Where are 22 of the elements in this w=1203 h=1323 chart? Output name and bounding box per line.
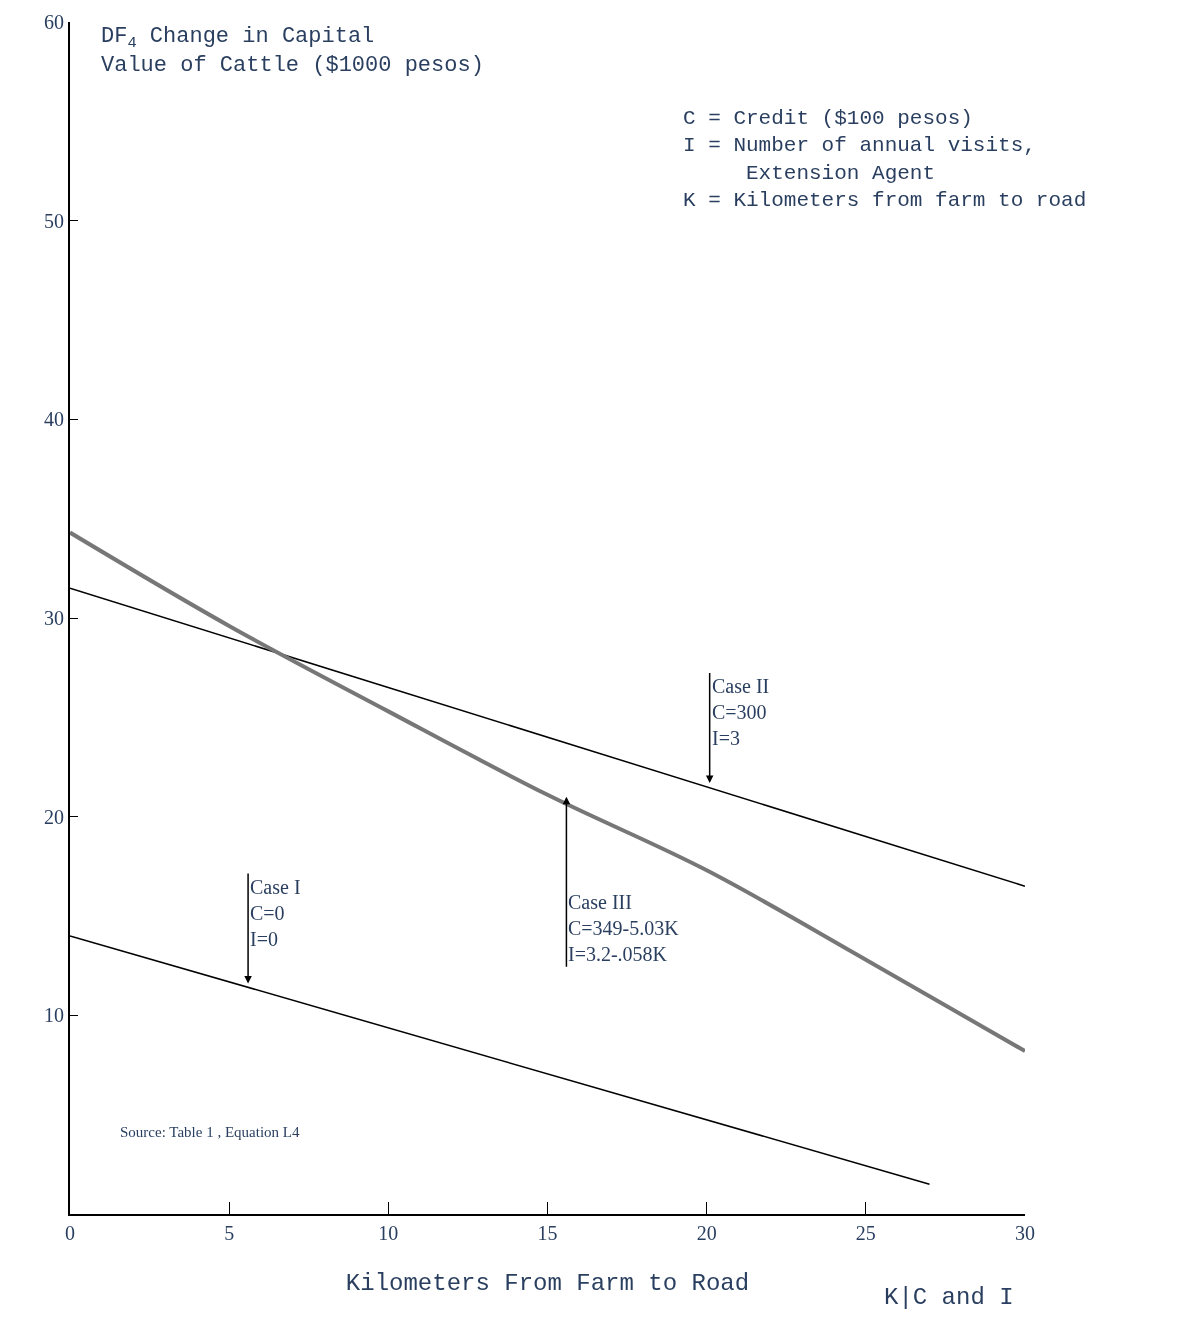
line-series <box>70 530 1025 1054</box>
y-tick-label: 30 <box>44 607 64 629</box>
annotation: C = Credit ($100 pesos) I = Number of annual visits, Extension Agent K = Kilometers from farm to road <box>683 107 1087 212</box>
x-tick-label: 10 <box>378 1222 399 1244</box>
x-axis-title: Kilometers From Farm to Road <box>345 1269 750 1297</box>
y-axis-title: DF$_{4}$ Change in Capital Value of Cattle ($1000 pesos) <box>101 24 484 78</box>
x-tick-label: 5 <box>224 1222 235 1244</box>
x-tick-label: 30 <box>1015 1222 1035 1244</box>
y-tick-label: 20 <box>44 805 64 828</box>
annotation: Case III C=349-5.03K I=3.2-.058K <box>568 891 680 965</box>
annotation: Source: Table 1 , Equation L4 <box>120 1124 300 1140</box>
text: K|C and I <box>884 1284 1014 1311</box>
x-tick-label: 15 <box>537 1222 558 1244</box>
x-tick-label: 20 <box>696 1222 717 1244</box>
y-tick-label: 40 <box>44 408 64 431</box>
y-tick-label: 10 <box>44 1004 64 1027</box>
annotation: Case II C=300 I=3 <box>712 675 770 749</box>
x-tick-label: 0 <box>65 1222 75 1244</box>
x-tick-label: 25 <box>855 1222 876 1244</box>
annotation: Case I C=0 I=0 <box>250 876 301 950</box>
y-tick-label: 60 <box>44 11 64 33</box>
y-tick-label: 50 <box>44 209 64 232</box>
